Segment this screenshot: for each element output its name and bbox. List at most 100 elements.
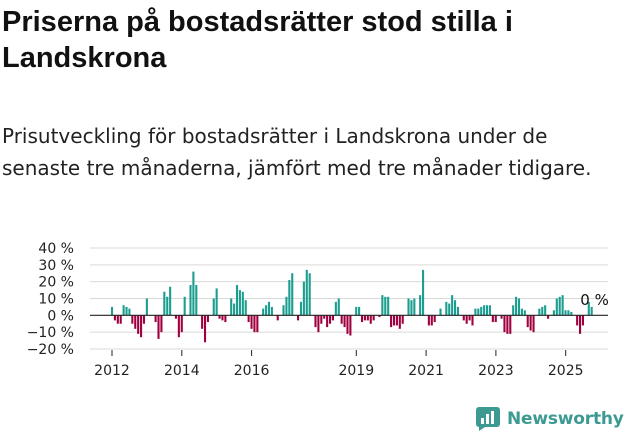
x-tick-label: 2014 [164, 363, 200, 379]
bar [445, 301, 448, 316]
bar [384, 296, 387, 316]
logo-icon [476, 407, 500, 431]
bar [247, 315, 250, 323]
bar [395, 315, 398, 326]
bar [166, 296, 169, 316]
bar [483, 305, 486, 316]
bar [308, 273, 311, 316]
bar [544, 305, 547, 316]
bar [532, 315, 535, 333]
brand-name: Newsworthy [507, 409, 624, 429]
bar [177, 315, 180, 338]
bar [203, 315, 207, 343]
y-tick-label: 30 % [38, 258, 74, 274]
bar [509, 315, 512, 334]
bar [244, 300, 247, 316]
bar [343, 315, 346, 328]
bar [116, 315, 119, 324]
bar [183, 296, 186, 316]
bar [398, 315, 401, 329]
bar [154, 315, 157, 323]
bar [378, 315, 381, 318]
bar [238, 290, 241, 316]
bar [192, 271, 195, 316]
bar [523, 310, 526, 316]
bar [337, 298, 340, 316]
bar [235, 285, 239, 316]
bar [299, 301, 303, 316]
bar [128, 308, 131, 316]
bar [462, 315, 465, 321]
bar [372, 315, 375, 321]
bar [334, 301, 337, 316]
bar [355, 306, 358, 316]
bar [468, 315, 471, 321]
x-axis: 2012 2014 2016 2019 2021 2023 2025 [94, 350, 584, 379]
bar [174, 315, 178, 319]
bar [517, 298, 521, 316]
y-tick-label: 40 % [38, 241, 74, 257]
bar [430, 315, 433, 326]
bar [453, 300, 457, 316]
bar [480, 306, 483, 316]
bar [552, 310, 555, 316]
bar [233, 303, 236, 316]
bar [526, 315, 529, 328]
bar [422, 269, 425, 316]
bar [218, 315, 221, 319]
x-tick-label: 2021 [408, 363, 444, 379]
bar [145, 298, 148, 316]
bar [485, 305, 489, 316]
bar [349, 315, 352, 336]
bar [587, 301, 590, 316]
bar [189, 285, 192, 316]
bar [297, 315, 300, 321]
bar [579, 315, 582, 334]
bar [477, 308, 480, 316]
bar [212, 298, 215, 316]
bar [390, 315, 393, 328]
bar [590, 306, 593, 316]
bar [302, 281, 305, 316]
bar [314, 315, 317, 328]
bar [561, 295, 564, 316]
bar [512, 305, 515, 316]
bar-series [110, 269, 593, 343]
bar [433, 315, 436, 323]
bar [360, 315, 364, 323]
bar [448, 303, 451, 316]
bar [558, 296, 561, 316]
bar [262, 308, 265, 316]
bar [157, 315, 160, 339]
y-axis: 40 %30 %20 %10 %0 %−10 %−20 % [27, 241, 74, 358]
bar-chart: 40 %30 %20 %10 %0 %−10 %−20 % 2012 2014 20… [27, 241, 609, 379]
bar [331, 315, 334, 321]
bar [576, 315, 579, 326]
bar [241, 291, 244, 316]
bar [410, 300, 413, 316]
bar [265, 305, 268, 316]
bar [465, 315, 468, 324]
bar [366, 315, 369, 321]
bar [369, 315, 372, 324]
x-tick-label: 2016 [234, 363, 270, 379]
y-tick-label: 20 % [38, 275, 74, 291]
y-tick-label: −20 % [27, 342, 74, 358]
x-tick-label: 2012 [94, 363, 130, 379]
bar [201, 315, 204, 329]
bar [547, 315, 550, 319]
bar [500, 315, 503, 319]
bar [581, 315, 585, 326]
bar [326, 315, 329, 328]
bar [529, 315, 532, 331]
bar [250, 315, 253, 329]
bar [317, 315, 320, 333]
bar [230, 298, 233, 316]
bar [427, 315, 430, 326]
bar [125, 306, 128, 316]
bar [169, 286, 172, 316]
gridlines [90, 247, 608, 350]
bar [506, 315, 509, 334]
bar [267, 301, 271, 316]
bar [285, 296, 288, 316]
